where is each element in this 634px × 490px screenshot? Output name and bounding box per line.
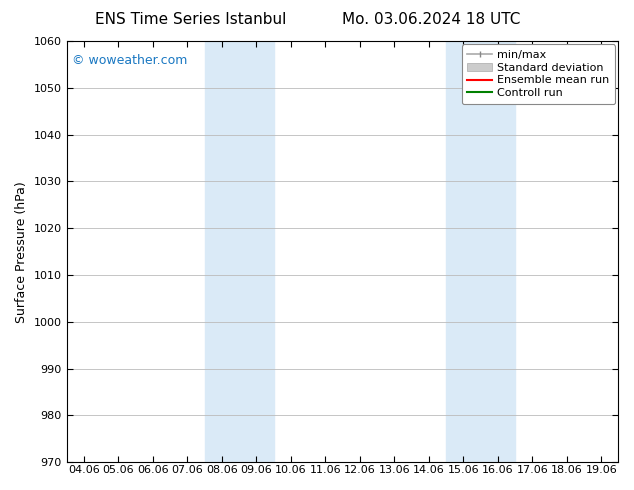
Y-axis label: Surface Pressure (hPa): Surface Pressure (hPa) xyxy=(15,181,28,322)
Text: Mo. 03.06.2024 18 UTC: Mo. 03.06.2024 18 UTC xyxy=(342,12,521,27)
Text: © woweather.com: © woweather.com xyxy=(72,54,188,67)
Text: ENS Time Series Istanbul: ENS Time Series Istanbul xyxy=(94,12,286,27)
Bar xyxy=(205,41,273,462)
Legend: min/max, Standard deviation, Ensemble mean run, Controll run: min/max, Standard deviation, Ensemble me… xyxy=(462,45,615,104)
Bar xyxy=(446,41,515,462)
